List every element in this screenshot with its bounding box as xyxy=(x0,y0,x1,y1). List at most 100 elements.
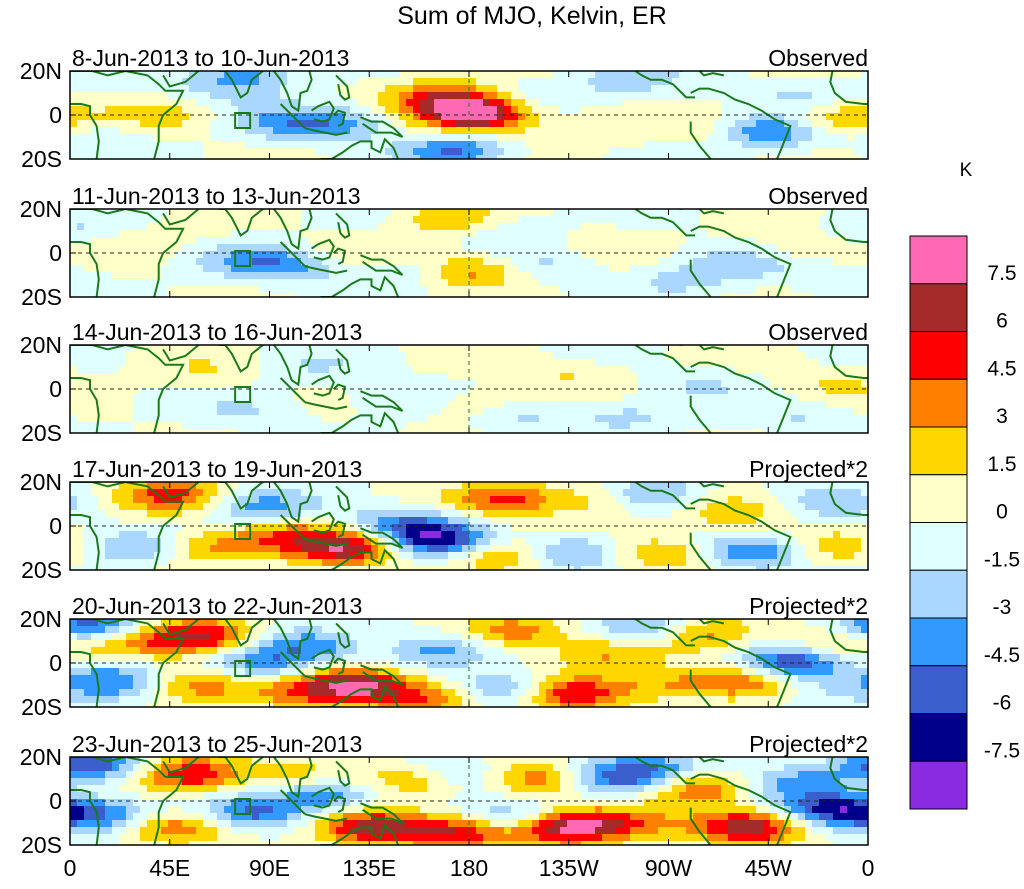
field-cell xyxy=(588,78,596,86)
field-cell xyxy=(203,106,211,114)
field-cell xyxy=(497,244,505,252)
field-cell xyxy=(406,78,414,86)
field-cell xyxy=(378,134,386,142)
field-cell xyxy=(343,265,351,273)
field-cell xyxy=(392,106,400,114)
field-cell xyxy=(217,279,225,287)
field-cell xyxy=(644,237,652,245)
field-cell xyxy=(238,359,246,367)
field-cell xyxy=(189,251,197,259)
field-cell xyxy=(259,216,267,224)
field-cell xyxy=(469,387,477,395)
field-cell xyxy=(448,408,456,416)
field-cell xyxy=(175,106,183,114)
field-cell xyxy=(840,106,848,114)
field-cell xyxy=(392,415,400,423)
field-cell xyxy=(77,279,85,287)
field-cell xyxy=(406,429,414,433)
field-cell xyxy=(217,566,225,570)
field-cell xyxy=(784,120,792,128)
field-cell xyxy=(728,99,736,107)
field-cell xyxy=(518,216,526,224)
field-cell xyxy=(168,216,176,224)
field-cell xyxy=(154,85,162,93)
field-cell xyxy=(840,359,848,367)
field-cell xyxy=(231,230,239,238)
field-cell xyxy=(630,359,638,367)
field-cell xyxy=(840,258,848,266)
field-cell xyxy=(483,244,491,252)
field-cell xyxy=(861,155,868,159)
field-cell xyxy=(280,251,288,259)
field-cell xyxy=(294,127,302,135)
field-cell xyxy=(133,237,141,245)
field-cell xyxy=(259,429,267,433)
field-cell xyxy=(189,265,197,273)
field-cell xyxy=(210,552,218,560)
field-cell xyxy=(455,92,463,100)
field-cell xyxy=(826,120,834,128)
field-cell xyxy=(336,272,344,280)
field-cell xyxy=(203,380,211,388)
field-cell xyxy=(553,429,561,433)
field-cell xyxy=(364,429,372,433)
field-cell xyxy=(560,134,568,142)
field-cell xyxy=(476,244,484,252)
field-cell xyxy=(399,422,407,430)
field-cell xyxy=(847,359,855,367)
field-cell xyxy=(140,134,148,142)
field-cell xyxy=(273,141,281,149)
field-cell xyxy=(91,223,99,231)
field-cell xyxy=(833,127,841,135)
field-cell xyxy=(98,531,106,539)
coastline xyxy=(320,275,400,297)
coastline xyxy=(273,71,313,113)
field-cell xyxy=(532,422,540,430)
field-cell xyxy=(469,408,477,416)
field-cell xyxy=(98,359,106,367)
field-cell xyxy=(182,99,190,107)
field-cell xyxy=(714,127,722,135)
field-cell xyxy=(364,230,372,238)
field-cell xyxy=(644,92,652,100)
field-cell xyxy=(168,401,176,409)
field-cell xyxy=(616,272,624,280)
field-cell xyxy=(259,422,267,430)
field-cell xyxy=(819,85,827,93)
field-cell xyxy=(504,223,512,231)
field-cell xyxy=(245,155,253,159)
field-cell xyxy=(511,352,519,360)
field-cell xyxy=(154,510,162,518)
field-cell xyxy=(658,237,666,245)
field-cell xyxy=(714,286,722,294)
field-cell xyxy=(98,559,106,567)
field-cell xyxy=(588,106,596,114)
field-cell xyxy=(553,127,561,135)
field-cell xyxy=(504,293,512,297)
field-cell xyxy=(105,265,113,273)
field-cell xyxy=(504,429,512,433)
field-cell xyxy=(679,237,687,245)
field-cell xyxy=(525,106,533,114)
field-cell xyxy=(238,127,246,135)
field-cell xyxy=(679,251,687,259)
field-cell xyxy=(210,237,218,245)
field-cell xyxy=(525,78,533,86)
field-cell xyxy=(497,422,505,430)
field-cell xyxy=(672,422,680,430)
field-cell xyxy=(756,279,764,287)
field-cell xyxy=(686,272,694,280)
field-cell xyxy=(770,113,778,121)
field-cell xyxy=(490,286,498,294)
field-cell xyxy=(623,127,631,135)
field-cell xyxy=(210,71,218,79)
field-cell xyxy=(840,216,848,224)
field-cell xyxy=(798,258,806,266)
field-cell xyxy=(609,230,617,238)
field-cell xyxy=(112,387,120,395)
field-cell xyxy=(476,373,484,381)
field-cell xyxy=(322,120,330,128)
field-cell xyxy=(392,293,400,297)
field-cell xyxy=(581,373,589,381)
field-cell xyxy=(749,293,757,297)
